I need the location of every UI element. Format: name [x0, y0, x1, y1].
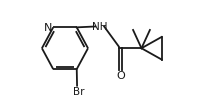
Text: O: O: [116, 71, 125, 81]
Text: Br: Br: [73, 86, 84, 96]
Text: N: N: [43, 23, 52, 33]
Text: NH: NH: [92, 22, 107, 32]
